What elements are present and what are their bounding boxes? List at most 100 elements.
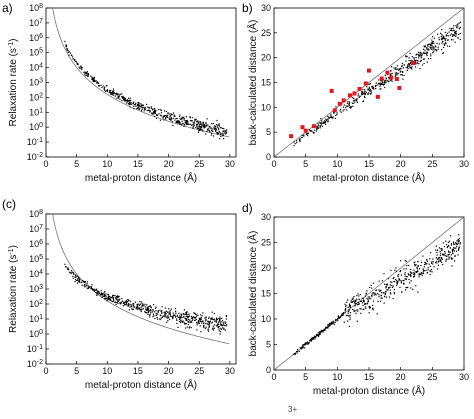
data-point bbox=[387, 287, 390, 289]
data-point bbox=[368, 88, 370, 91]
data-point bbox=[437, 46, 439, 48]
data-point bbox=[186, 123, 188, 125]
data-point bbox=[432, 49, 434, 51]
data-point bbox=[344, 310, 346, 312]
data-point bbox=[406, 55, 408, 57]
data-point bbox=[327, 118, 329, 120]
data-point bbox=[116, 298, 118, 300]
data-point bbox=[106, 90, 109, 92]
data-point bbox=[153, 304, 155, 306]
data-point bbox=[213, 327, 215, 329]
data-point bbox=[316, 126, 318, 128]
data-point bbox=[154, 108, 156, 110]
data-point bbox=[166, 115, 169, 117]
data-point bbox=[426, 260, 428, 263]
data-point bbox=[187, 317, 189, 319]
data-point bbox=[176, 314, 179, 316]
data-point bbox=[329, 324, 331, 326]
data-point bbox=[364, 303, 366, 305]
data-point bbox=[415, 54, 417, 56]
data-point bbox=[384, 79, 386, 82]
data-point bbox=[108, 295, 110, 298]
data-point bbox=[380, 88, 382, 90]
data-point bbox=[216, 126, 219, 128]
data-point bbox=[415, 61, 417, 63]
data-point bbox=[147, 310, 150, 312]
data-point bbox=[116, 301, 118, 303]
data-point bbox=[440, 257, 443, 260]
data-point bbox=[180, 316, 182, 318]
data-point bbox=[201, 124, 203, 126]
data-point bbox=[147, 306, 149, 308]
data-point bbox=[129, 306, 131, 308]
data-point bbox=[443, 36, 445, 39]
data-point bbox=[407, 286, 409, 288]
data-point bbox=[426, 51, 428, 53]
data-point bbox=[204, 124, 206, 127]
data-point bbox=[180, 321, 182, 324]
data-point bbox=[154, 111, 156, 114]
data-point bbox=[157, 318, 159, 320]
data-point bbox=[154, 113, 157, 115]
data-point bbox=[351, 301, 353, 303]
data-point bbox=[101, 86, 103, 89]
data-point bbox=[394, 68, 396, 70]
data-point bbox=[409, 62, 412, 64]
data-point bbox=[147, 308, 149, 310]
data-point bbox=[198, 128, 200, 130]
data-point bbox=[346, 105, 348, 107]
data-point bbox=[445, 240, 447, 242]
data-point bbox=[454, 260, 456, 262]
data-point bbox=[189, 117, 191, 119]
data-point bbox=[356, 309, 358, 311]
data-point bbox=[453, 29, 455, 31]
data-point bbox=[192, 127, 194, 129]
data-point bbox=[149, 310, 151, 312]
data-point bbox=[353, 310, 355, 313]
data-point bbox=[345, 305, 347, 308]
data-point bbox=[439, 252, 441, 254]
x-tick-label: 0 bbox=[43, 159, 48, 169]
data-point bbox=[362, 91, 364, 93]
data-point bbox=[384, 291, 387, 293]
data-point bbox=[383, 295, 386, 298]
red-data-point bbox=[329, 88, 334, 93]
data-point bbox=[126, 99, 129, 101]
data-point bbox=[381, 81, 384, 83]
data-point bbox=[105, 297, 107, 299]
data-point bbox=[100, 290, 102, 292]
data-point bbox=[414, 272, 416, 275]
data-point bbox=[442, 35, 444, 37]
data-point bbox=[400, 274, 403, 276]
data-point bbox=[397, 68, 399, 70]
data-point bbox=[212, 325, 214, 327]
data-point bbox=[439, 260, 441, 262]
data-point bbox=[184, 327, 187, 329]
data-point bbox=[193, 124, 195, 126]
data-point bbox=[380, 297, 382, 299]
data-point bbox=[393, 293, 396, 295]
data-point bbox=[214, 320, 216, 322]
data-point bbox=[367, 88, 369, 90]
data-point bbox=[458, 241, 460, 243]
red-data-point bbox=[379, 76, 384, 81]
data-point bbox=[183, 125, 185, 127]
red-data-point bbox=[332, 108, 337, 113]
data-point bbox=[172, 312, 174, 314]
data-point bbox=[124, 98, 126, 100]
data-point bbox=[416, 53, 418, 55]
data-point bbox=[317, 125, 319, 127]
data-point bbox=[180, 320, 182, 322]
data-point bbox=[221, 325, 224, 327]
data-point bbox=[315, 335, 318, 337]
data-point bbox=[207, 324, 209, 326]
data-point bbox=[430, 48, 432, 50]
data-point bbox=[420, 52, 422, 54]
data-point bbox=[426, 47, 428, 49]
data-point bbox=[133, 306, 136, 308]
data-point bbox=[91, 79, 94, 81]
data-point bbox=[449, 247, 451, 249]
data-point bbox=[115, 93, 117, 95]
data-point bbox=[152, 309, 154, 311]
data-point bbox=[374, 292, 376, 294]
